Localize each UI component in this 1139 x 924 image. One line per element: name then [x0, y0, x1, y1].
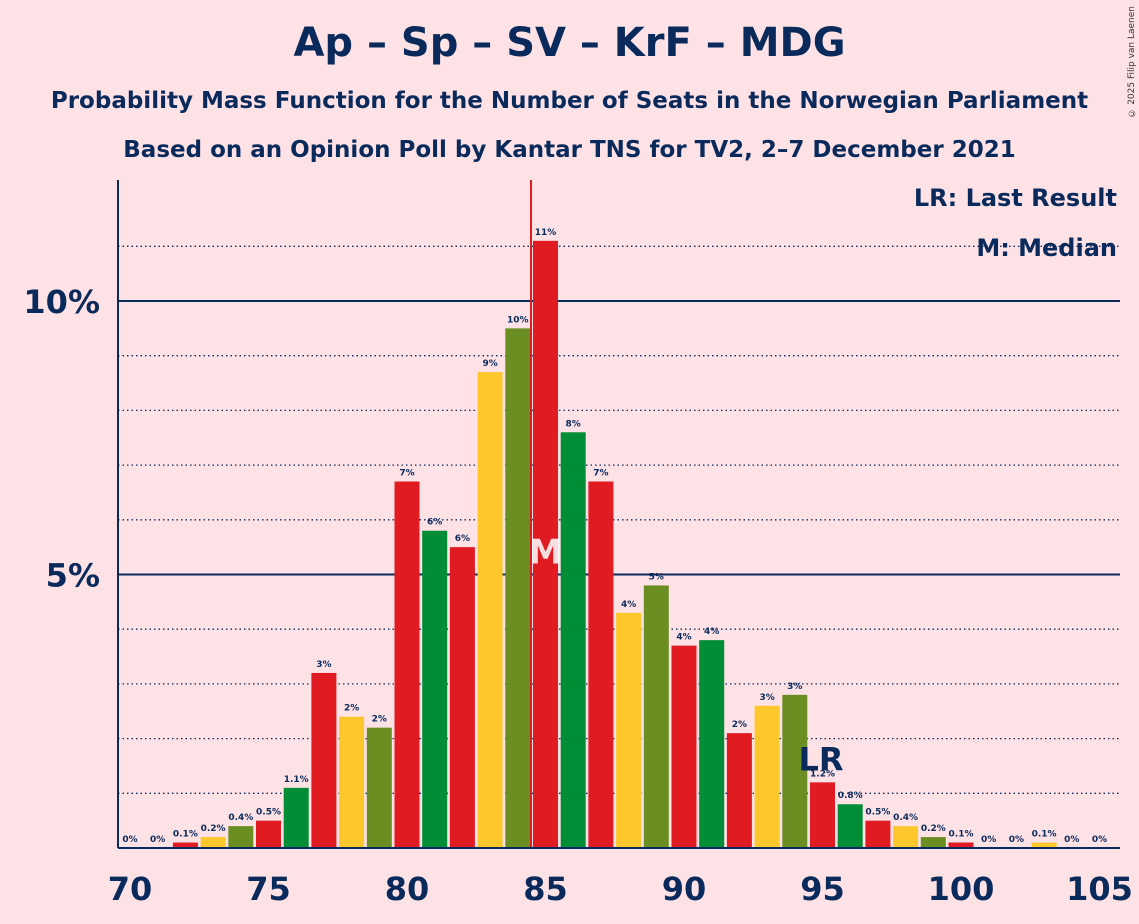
bar-label-96: 0.8% — [838, 791, 863, 801]
bar-label-103: 0.1% — [1032, 830, 1057, 840]
bar-label-93: 3% — [759, 693, 774, 703]
x-tick-label: 95 — [800, 870, 845, 908]
bar-label-84: 10% — [507, 315, 529, 325]
legend-median: M: Median — [976, 234, 1117, 262]
bar-73 — [200, 837, 226, 848]
x-tick-label: 90 — [662, 870, 707, 908]
bar-93 — [754, 705, 780, 848]
bar-label-81: 6% — [427, 518, 442, 528]
bars — [172, 240, 1057, 849]
bar-100 — [948, 842, 974, 848]
bar-label-98: 0.4% — [893, 813, 918, 823]
bar-94 — [782, 694, 808, 848]
bar-label-85: 11% — [535, 228, 557, 238]
bar-label-75: 0.5% — [256, 808, 281, 818]
bar-72 — [172, 842, 198, 848]
chart-source-line: Based on an Opinion Poll by Kantar TNS f… — [123, 137, 1016, 163]
bar-label-73: 0.2% — [201, 824, 226, 834]
bar-87 — [588, 481, 614, 848]
bar-label-74: 0.4% — [228, 813, 253, 823]
bar-label-76: 1.1% — [284, 775, 309, 785]
bar-value-labels: 0% 0%0.1%0.2%0.4%0.5%1.1%3%2%2%7%6%6%9%10… — [122, 228, 1107, 845]
bar-label-102: 0% — [1009, 835, 1024, 845]
x-tick-label: 75 — [246, 870, 291, 908]
bar-82 — [449, 547, 475, 848]
axes: 5% 10% 70 75 80 85 90 95 100 105 — [23, 180, 1133, 908]
bar-label-99: 0.2% — [921, 824, 946, 834]
bar-84 — [505, 328, 531, 849]
bar-103 — [1031, 842, 1057, 848]
bar-label-79: 2% — [372, 715, 387, 725]
x-tick-label: 85 — [523, 870, 568, 908]
bar-76 — [283, 787, 309, 848]
bar-77 — [311, 672, 337, 848]
x-tick-label: 105 — [1066, 870, 1133, 908]
bar-85 — [533, 240, 558, 848]
bar-label-86: 8% — [566, 419, 581, 429]
bar-label-91: 4% — [704, 627, 719, 637]
bar-label-83: 9% — [482, 359, 497, 369]
bar-label-72: 0.1% — [173, 830, 198, 840]
y-tick-label: 10% — [23, 283, 100, 321]
bar-label-78: 2% — [344, 704, 359, 714]
chart-subtitle: Probability Mass Function for the Number… — [50, 88, 1089, 114]
chart-title: Ap – Sp – SV – KrF – MDG — [293, 20, 846, 66]
bar-label-89: 5% — [649, 572, 664, 582]
bar-78 — [339, 716, 365, 848]
bar-label-77: 3% — [316, 660, 331, 670]
x-tick-label: 70 — [108, 870, 153, 908]
last-result-marker: LR — [799, 740, 844, 778]
y-tick-label: 5% — [46, 557, 100, 595]
bar-80 — [394, 481, 420, 848]
bar-89 — [643, 585, 669, 848]
bar-98 — [893, 826, 919, 848]
x-tick-label: 100 — [928, 870, 995, 908]
bar-label-94: 3% — [787, 682, 802, 692]
bar-label-70: 0% — [122, 835, 137, 845]
bar-75 — [256, 820, 281, 848]
bar-88 — [616, 612, 642, 848]
bar-label-100: 0.1% — [949, 830, 974, 840]
bar-99 — [920, 837, 946, 848]
bar-86 — [560, 432, 586, 848]
median-marker: M — [529, 533, 563, 573]
bar-label-80: 7% — [399, 469, 414, 479]
bar-label-90: 4% — [676, 633, 691, 643]
bar-label-71: 0% — [150, 835, 165, 845]
x-tick-label: 80 — [385, 870, 430, 908]
bar-81 — [422, 530, 448, 848]
bar-label-95: 1.2% — [810, 769, 835, 779]
bar-95 — [810, 782, 835, 848]
bar-74 — [228, 826, 254, 848]
bar-90 — [671, 645, 697, 848]
bar-label-104: 0% — [1064, 835, 1079, 845]
bar-label-97: 0.5% — [865, 808, 890, 818]
bar-label-105: 0% — [1092, 835, 1107, 845]
bar-label-92: 2% — [732, 720, 747, 730]
bar-92 — [726, 733, 752, 848]
bar-83 — [477, 372, 503, 848]
bar-label-88: 4% — [621, 600, 636, 610]
bar-91 — [699, 640, 725, 848]
bar-label-87: 7% — [593, 469, 608, 479]
bar-96 — [837, 804, 863, 848]
bar-label-82: 6% — [455, 534, 470, 544]
bar-97 — [865, 820, 891, 848]
bar-label-101: 0% — [981, 835, 996, 845]
bar-79 — [366, 727, 392, 848]
legend-last-result: LR: Last Result — [913, 184, 1117, 212]
